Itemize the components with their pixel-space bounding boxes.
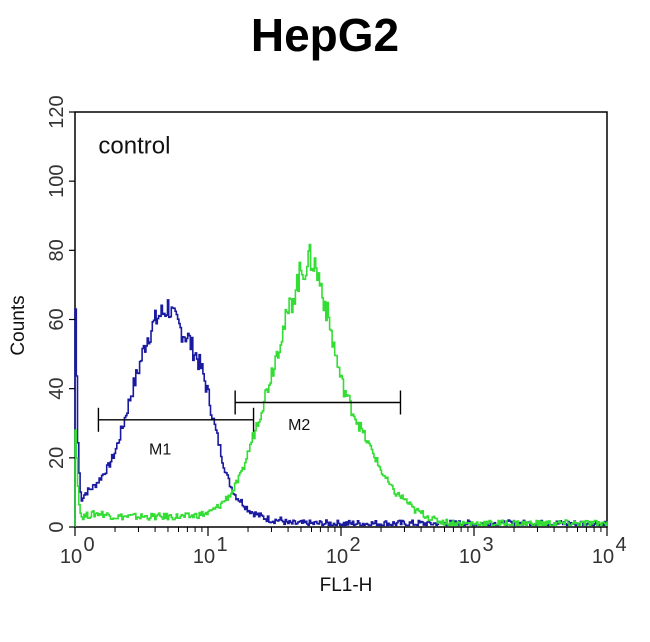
histogram-series-1 bbox=[74, 243, 608, 527]
y-axis-label: Counts bbox=[8, 295, 29, 355]
x-tick-exp-1: 1 bbox=[216, 534, 227, 556]
x-tick-exp-4: 4 bbox=[615, 534, 626, 556]
axis-layer: 020406080100120100101102103104FL1-HCount… bbox=[8, 95, 627, 596]
annotation-layer: control M1 M2 bbox=[98, 133, 310, 459]
x-tick-label-0: 10 bbox=[60, 546, 82, 568]
annotation-m1: M1 bbox=[149, 441, 171, 458]
x-axis-label: FL1-H bbox=[320, 575, 373, 596]
y-tick-label-5: 100 bbox=[46, 164, 68, 197]
y-tick-label-4: 80 bbox=[46, 239, 68, 261]
x-tick-label-3: 10 bbox=[459, 546, 481, 568]
annotation-m2: M2 bbox=[288, 417, 310, 434]
x-tick-label-1: 10 bbox=[193, 546, 215, 568]
marker-layer bbox=[97, 390, 402, 432]
annotation-control: control bbox=[98, 133, 170, 160]
y-tick-label-2: 40 bbox=[46, 378, 68, 400]
y-tick-label-1: 20 bbox=[46, 447, 68, 469]
x-tick-exp-2: 2 bbox=[349, 534, 360, 556]
x-tick-label-2: 10 bbox=[326, 546, 348, 568]
y-tick-label-6: 120 bbox=[46, 95, 68, 128]
y-tick-label-3: 60 bbox=[46, 308, 68, 330]
x-tick-exp-0: 0 bbox=[83, 534, 94, 556]
histogram-series-0 bbox=[74, 299, 608, 527]
series-layer bbox=[74, 243, 608, 527]
x-tick-exp-3: 3 bbox=[482, 534, 493, 556]
chart-title: HepG2 bbox=[250, 9, 400, 61]
x-tick-label-4: 10 bbox=[592, 546, 614, 568]
y-tick-label-0: 0 bbox=[46, 521, 68, 532]
